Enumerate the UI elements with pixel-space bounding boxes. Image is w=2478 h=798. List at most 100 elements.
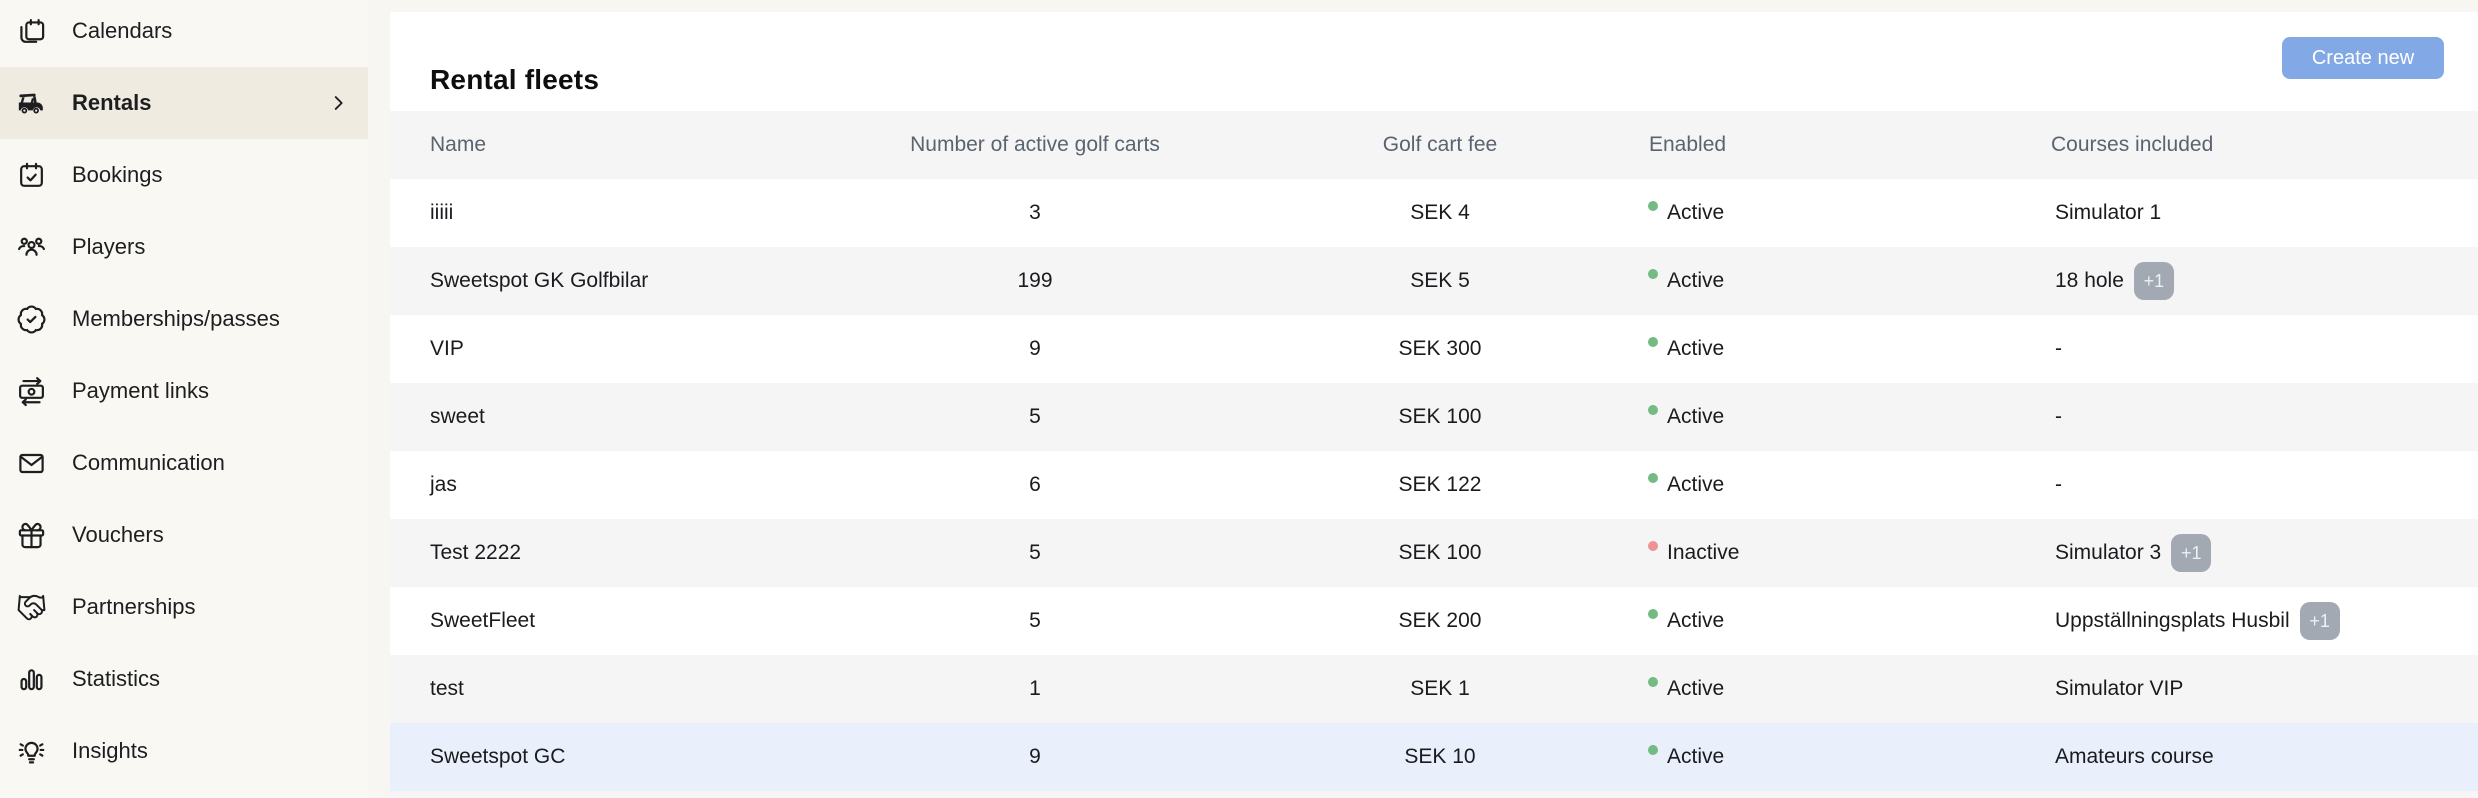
sidebar-item-label: Memberships/passes	[72, 306, 280, 331]
table-row[interactable]: iiiii 3 SEK 4 Active Simulator 1	[390, 179, 2478, 247]
membership-badge-icon	[15, 303, 47, 335]
sidebar-item-calendars[interactable]: Calendars	[0, 0, 368, 67]
cell-active-golf-carts: 5	[1029, 541, 1041, 564]
courses-extra-count-badge: +1	[2171, 534, 2212, 572]
cell-enabled: Active	[1648, 247, 1724, 315]
table-row[interactable]: VIP 9 SEK 300 Active -	[390, 315, 2478, 383]
envelope-icon	[15, 447, 47, 479]
create-new-button[interactable]: Create new	[2282, 37, 2444, 79]
cell-golf-cart-fee: SEK 100	[1398, 541, 1482, 564]
cell-active-golf-carts: 199	[1017, 269, 1053, 292]
sidebar-item-label: Rentals	[72, 90, 152, 115]
courses-label: Simulator 1	[2055, 201, 2162, 224]
cell-golf-cart-fee: SEK 5	[1410, 269, 1470, 292]
sidebar-nav: Calendars Rentals Bookings Players Membe…	[0, 0, 368, 787]
main-content: Rental fleets Create new Name Number of a…	[390, 12, 2478, 798]
cell-name: iiiii	[430, 201, 454, 224]
chevron-right-icon	[326, 91, 350, 115]
sidebar-item-label: Vouchers	[72, 522, 164, 547]
courses-label: Simulator 3	[2055, 541, 2162, 564]
cell-active-golf-carts: 6	[1029, 473, 1041, 496]
cell-name: test	[430, 677, 464, 700]
cell-courses-included: -	[2055, 315, 2062, 383]
payment-links-icon	[15, 375, 47, 407]
cell-name: Sweetspot GK Golfbilar	[430, 269, 649, 292]
status-dot-icon	[1648, 405, 1658, 415]
column-header-enabled: Enabled	[1649, 133, 1727, 156]
sidebar-item-communication[interactable]: Communication	[0, 427, 368, 499]
courses-label: 18 hole	[2055, 269, 2124, 292]
cell-name: SweetFleet	[430, 609, 536, 632]
sidebar-item-label: Players	[72, 234, 146, 259]
table-row-partial	[390, 791, 2478, 798]
cell-golf-cart-fee: SEK 122	[1398, 473, 1482, 496]
table-row[interactable]: Sweetspot GC 9 SEK 10 Active Amateurs co…	[390, 723, 2478, 791]
status-dot-icon	[1648, 337, 1658, 347]
cell-courses-included: Simulator 1	[2055, 179, 2161, 247]
sidebar-item-bookings[interactable]: Bookings	[0, 139, 368, 211]
golf-cart-icon	[15, 87, 47, 119]
courses-extra-count-badge: +1	[2133, 262, 2174, 300]
cell-name: sweet	[430, 405, 485, 428]
courses-label: -	[2055, 405, 2062, 428]
cell-courses-included: Simulator VIP	[2055, 655, 2183, 723]
handshake-icon	[15, 591, 47, 623]
cell-enabled: Active	[1648, 655, 1724, 723]
sidebar-item-label: Bookings	[72, 162, 163, 187]
column-header-courses: Courses included	[2051, 133, 2214, 156]
column-header-name: Name	[430, 133, 487, 156]
column-header-carts: Number of active golf carts	[910, 133, 1160, 156]
table-row[interactable]: test 1 SEK 1 Active Simulator VIP	[390, 655, 2478, 723]
sidebar-item-payment-links[interactable]: Payment links	[0, 355, 368, 427]
table-row[interactable]: Test 2222 5 SEK 100 Inactive Simulator 3…	[390, 519, 2478, 587]
cell-courses-included: Simulator 3 +1	[2055, 519, 2212, 587]
courses-label: Simulator VIP	[2055, 677, 2184, 700]
status-dot-icon	[1648, 677, 1658, 687]
sidebar-item-insights[interactable]: Insights	[0, 715, 368, 787]
cell-golf-cart-fee: SEK 300	[1398, 337, 1482, 360]
table-row[interactable]: sweet 5 SEK 100 Active -	[390, 383, 2478, 451]
sidebar-item-partnerships[interactable]: Partnerships	[0, 571, 368, 643]
status-label: Active	[1667, 201, 1725, 224]
cell-golf-cart-fee: SEK 10	[1404, 745, 1476, 768]
sidebar-item-statistics[interactable]: Statistics	[0, 643, 368, 715]
status-dot-icon	[1648, 541, 1658, 551]
status-dot-icon	[1648, 473, 1658, 483]
courses-label: -	[2055, 473, 2062, 496]
status-dot-icon	[1648, 609, 1658, 619]
players-group-icon	[15, 231, 47, 263]
sidebar: Calendars Rentals Bookings Players Membe…	[0, 0, 368, 798]
cell-active-golf-carts: 1	[1029, 677, 1041, 700]
sidebar-item-label: Calendars	[72, 18, 173, 43]
courses-label: Amateurs course	[2055, 745, 2214, 768]
gift-icon	[15, 519, 47, 551]
cell-courses-included: -	[2055, 383, 2062, 451]
status-label: Active	[1667, 337, 1725, 360]
sidebar-item-players[interactable]: Players	[0, 211, 368, 283]
column-header-fee: Golf cart fee	[1382, 133, 1498, 156]
sidebar-item-label: Payment links	[72, 378, 209, 403]
table-header-row: Name Number of active golf carts Golf cart…	[390, 111, 2478, 179]
table-row[interactable]: jas 6 SEK 122 Active -	[390, 451, 2478, 519]
cell-golf-cart-fee: SEK 100	[1398, 405, 1482, 428]
cell-golf-cart-fee: SEK 1	[1410, 677, 1470, 700]
cell-enabled: Active	[1648, 723, 1724, 791]
sidebar-item-rentals[interactable]: Rentals	[0, 67, 368, 139]
cell-active-golf-carts: 5	[1029, 405, 1041, 428]
calendars-icon	[15, 15, 47, 47]
sidebar-item-vouchers[interactable]: Vouchers	[0, 499, 368, 571]
table-row[interactable]: Sweetspot GK Golfbilar 199 SEK 5 Active …	[390, 247, 2478, 315]
cell-golf-cart-fee: SEK 4	[1410, 201, 1470, 224]
sidebar-item-memberships-passes[interactable]: Memberships/passes	[0, 283, 368, 355]
status-label: Active	[1667, 405, 1725, 428]
status-label: Active	[1667, 473, 1725, 496]
status-label: Active	[1667, 745, 1725, 768]
cell-name: jas	[430, 473, 457, 496]
sidebar-item-label: Insights	[72, 738, 148, 763]
status-label: Active	[1667, 269, 1725, 292]
lightbulb-icon	[15, 735, 47, 767]
cell-active-golf-carts: 3	[1029, 201, 1041, 224]
cell-enabled: Active	[1648, 587, 1724, 655]
table-row[interactable]: SweetFleet 5 SEK 200 Active Uppställning…	[390, 587, 2478, 655]
cell-active-golf-carts: 9	[1029, 337, 1041, 360]
